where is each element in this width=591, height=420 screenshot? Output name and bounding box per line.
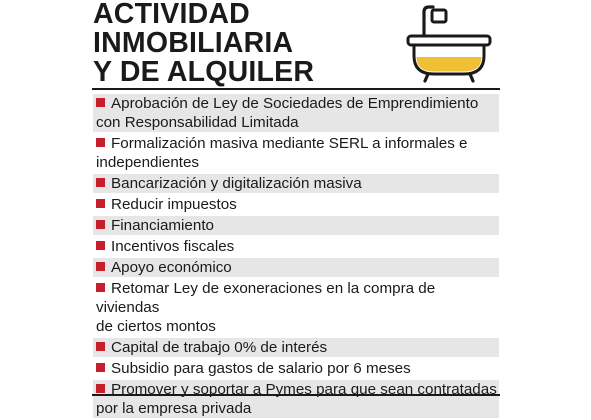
item-text: Reducir impuestos [111,196,237,213]
list-item: Capital de trabajo 0% de interés [93,338,499,357]
item-text: Incentivos fiscales [111,238,235,255]
title-line-2: INMOBILIARIA [93,27,294,59]
item-text-cont: independientes [96,154,200,171]
list-item: Formalización masiva mediante SERL a inf… [93,134,499,172]
item-text: Retomar Ley de exoneraciones en la compr… [96,280,436,316]
item-text: Aprobación de Ley de Sociedades de Empre… [111,95,479,112]
item-text-cont: por la empresa privada [96,400,252,417]
red-square-bullet-icon [96,241,105,250]
list-item: Subsidio para gastos de salario por 6 me… [93,359,499,378]
list-item: Promover y soportar a Pymes para que sea… [93,380,499,418]
bottom-divider [92,394,500,396]
red-square-bullet-icon [96,363,105,372]
red-square-bullet-icon [96,220,105,229]
list-item: Aprobación de Ley de Sociedades de Empre… [93,94,499,132]
item-text: Formalización masiva mediante SERL a inf… [111,135,468,152]
red-square-bullet-icon [96,178,105,187]
item-text-cont: con Responsabilidad Limitada [96,114,299,131]
list-item: Retomar Ley de exoneraciones en la compr… [93,279,499,336]
list-item: Incentivos fiscales [93,237,499,256]
red-square-bullet-icon [96,384,105,393]
item-text: Financiamiento [111,217,214,234]
top-divider [92,88,500,90]
bathtub-icon [406,5,492,83]
title-line-3: Y DE ALQUILER [93,56,315,88]
item-text: Promover y soportar a Pymes para que sea… [111,381,497,398]
red-square-bullet-icon [96,138,105,147]
page-title: ACTIVIDAD INMOBILIARIA Y DE ALQUILER [93,0,314,87]
red-square-bullet-icon [96,283,105,292]
item-text: Capital de trabajo 0% de interés [111,339,328,356]
red-square-bullet-icon [96,342,105,351]
red-square-bullet-icon [96,98,105,107]
title-line-1: ACTIVIDAD [93,0,250,30]
list-item: Financiamiento [93,216,499,235]
measures-list: Aprobación de Ley de Sociedades de Empre… [93,94,499,420]
red-square-bullet-icon [96,199,105,208]
item-text-cont: de ciertos montos [96,318,216,335]
item-text: Apoyo económico [111,259,232,276]
list-item: Apoyo económico [93,258,499,277]
item-text: Subsidio para gastos de salario por 6 me… [111,360,411,377]
list-item: Reducir impuestos [93,195,499,214]
item-text: Bancarización y digitalización masiva [111,175,362,192]
list-item: Bancarización y digitalización masiva [93,174,499,193]
red-square-bullet-icon [96,262,105,271]
